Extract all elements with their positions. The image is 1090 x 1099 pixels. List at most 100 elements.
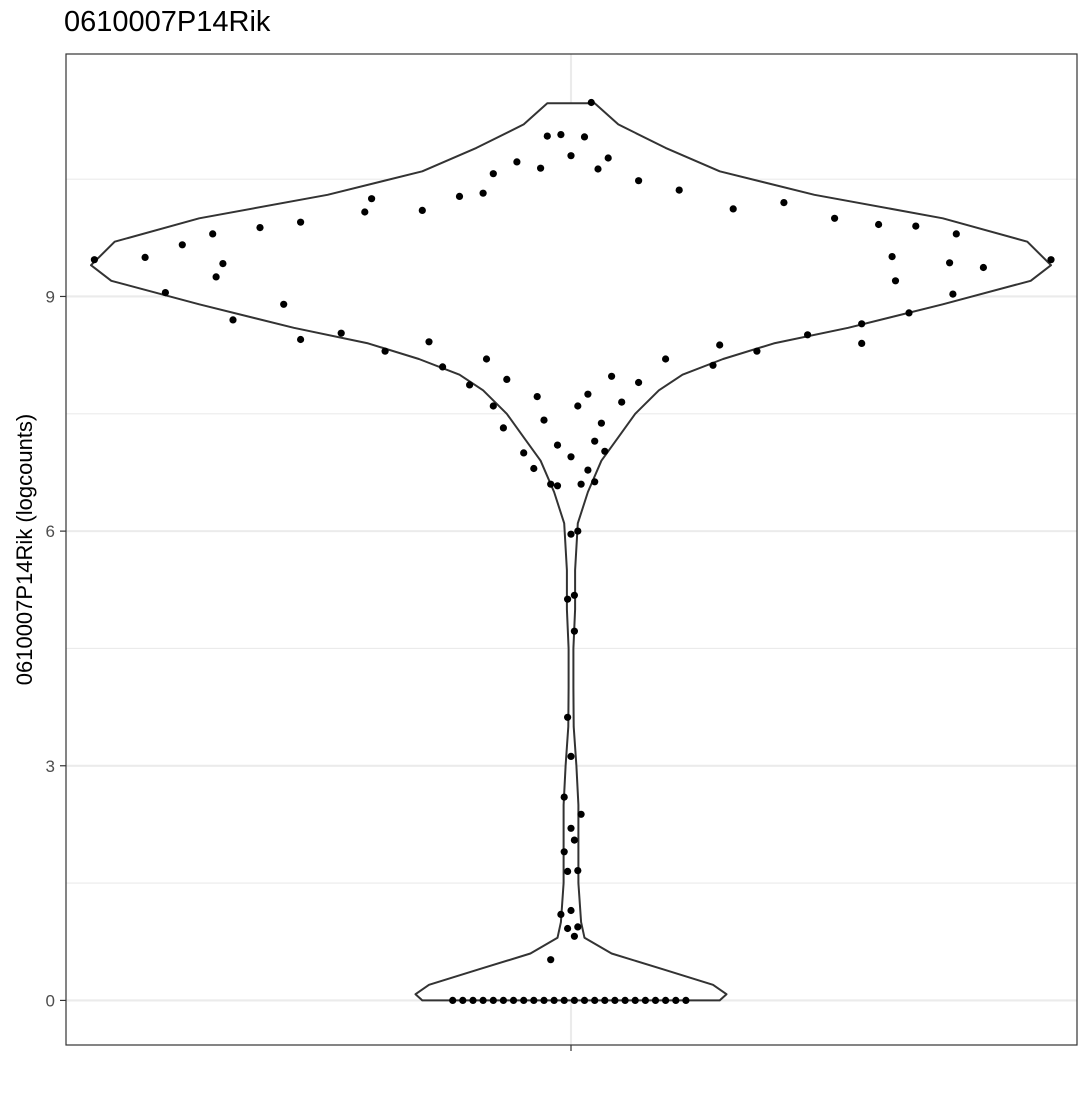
data-point [537, 164, 545, 172]
data-point [888, 253, 896, 261]
data-point [584, 390, 592, 398]
data-point [574, 402, 582, 410]
data-point [672, 996, 680, 1005]
data-point [547, 480, 555, 488]
data-point [570, 932, 579, 940]
data-point [381, 347, 389, 355]
data-point [804, 331, 812, 339]
data-point [621, 996, 629, 1005]
data-point [479, 996, 487, 1005]
data-point [520, 449, 528, 457]
data-point [533, 393, 541, 401]
data-point [952, 230, 960, 238]
data-point [905, 309, 913, 317]
data-point [161, 289, 169, 297]
data-point [564, 595, 572, 603]
data-point [574, 923, 582, 931]
data-point [564, 924, 572, 933]
data-point [949, 290, 957, 298]
data-point [594, 165, 602, 173]
data-point [489, 402, 497, 410]
data-point [557, 910, 565, 919]
data-point [489, 996, 497, 1005]
data-point [709, 361, 717, 369]
y-axis: 0 3 6 9 [46, 287, 66, 1010]
data-point [439, 363, 447, 371]
data-point [567, 152, 575, 160]
data-point [550, 996, 558, 1005]
data-point [553, 482, 562, 490]
data-point [662, 355, 670, 363]
data-point [641, 996, 650, 1005]
data-point [570, 591, 579, 599]
data-point [635, 378, 643, 387]
data-point [178, 241, 186, 249]
data-point [858, 339, 866, 347]
data-point [513, 158, 521, 166]
data-point [570, 836, 579, 844]
data-point [651, 996, 660, 1005]
violin-layer [90, 102, 1052, 1002]
data-point [418, 206, 426, 214]
data-point [580, 133, 589, 141]
data-point [256, 224, 264, 232]
y-tick-label: 0 [46, 991, 55, 1010]
data-point [469, 996, 477, 1005]
data-point [297, 218, 305, 226]
data-point [1047, 256, 1055, 264]
data-point [597, 419, 606, 427]
data-point [547, 956, 555, 964]
data-point [946, 259, 954, 267]
data-point [567, 906, 575, 915]
data-point [831, 214, 839, 222]
data-point [560, 848, 568, 856]
data-point [574, 867, 582, 875]
data-point [875, 220, 883, 229]
data-point [577, 810, 585, 818]
data-point [337, 329, 345, 337]
data-point [466, 381, 474, 389]
data-point [530, 996, 538, 1005]
data-point [567, 824, 575, 832]
data-point [591, 437, 599, 445]
data-point [90, 256, 98, 264]
data-point [540, 416, 548, 424]
data-point [564, 867, 572, 876]
data-point [489, 170, 497, 178]
data-point [979, 263, 988, 272]
y-tick-label: 9 [46, 287, 55, 306]
data-point [209, 230, 217, 238]
data-point [608, 372, 616, 380]
data-point [912, 222, 920, 230]
data-point [280, 300, 288, 308]
data-point [584, 466, 592, 474]
data-point [591, 996, 599, 1005]
data-point [509, 996, 518, 1005]
data-point [499, 996, 507, 1005]
data-point [858, 320, 866, 328]
data-point [229, 316, 237, 324]
data-point [631, 996, 639, 1005]
chart-title: 0610007P14Rik [64, 6, 271, 38]
data-point [567, 752, 575, 761]
data-point [682, 996, 690, 1005]
data-point [449, 996, 457, 1005]
y-axis-title: 0610007P14Rik (logcounts) [12, 414, 37, 686]
data-point [601, 447, 609, 455]
data-point [577, 480, 585, 488]
data-point [557, 131, 565, 139]
data-point [479, 189, 487, 197]
data-point [482, 355, 491, 363]
y-tick-label: 3 [46, 757, 55, 776]
data-point [567, 530, 575, 538]
data-point [368, 195, 376, 203]
data-point [570, 996, 579, 1005]
data-point [635, 177, 643, 185]
data-point [567, 453, 575, 461]
data-point [530, 464, 538, 473]
data-point [455, 192, 464, 200]
data-point [604, 154, 612, 162]
data-point [780, 199, 788, 207]
data-point [574, 527, 582, 535]
